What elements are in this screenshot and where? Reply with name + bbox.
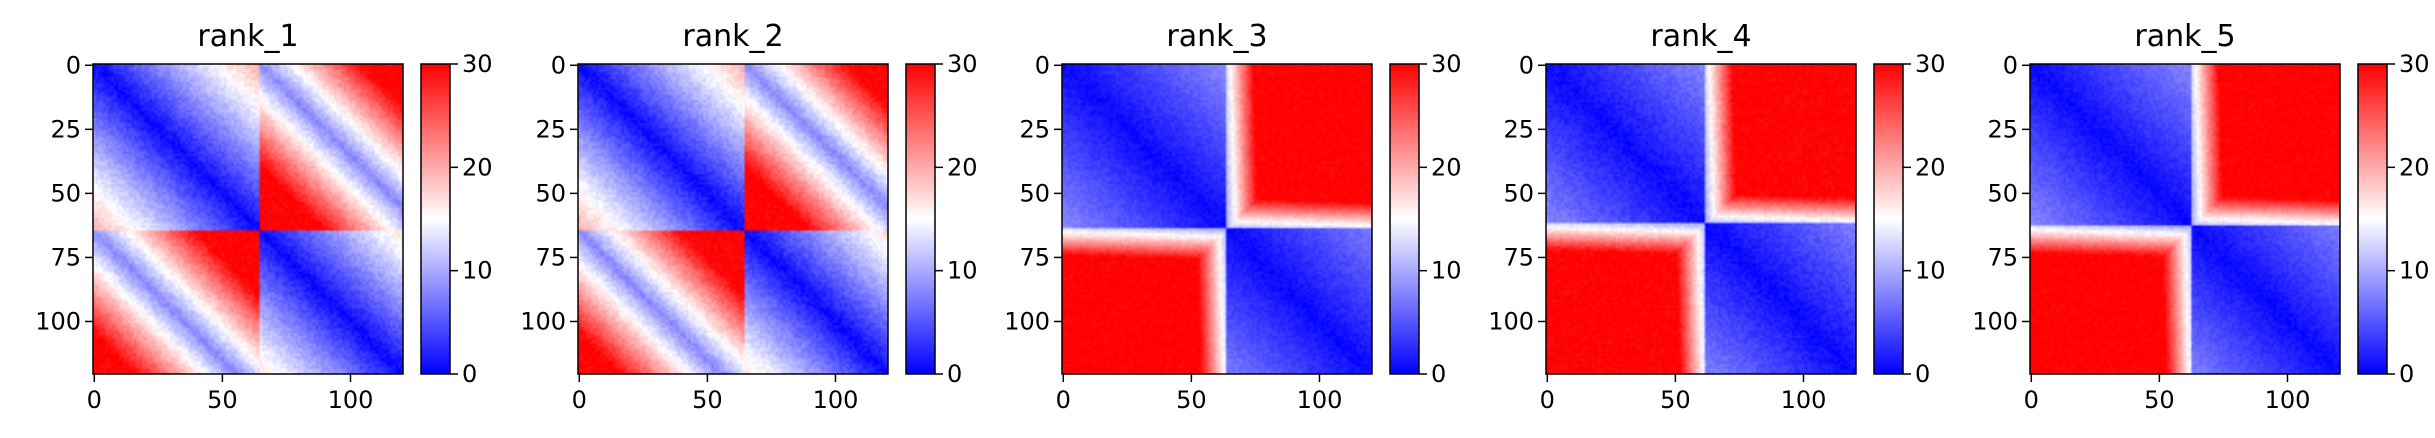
colorbar-tick-label: 10	[1915, 257, 1946, 285]
y-tick-label: 75	[1987, 243, 2018, 271]
y-tick-label: 75	[50, 243, 81, 271]
y-tick-label: 0	[551, 51, 566, 79]
y-tick-label: 75	[535, 243, 566, 271]
y-tick-label: 50	[1987, 179, 2018, 207]
colorbar-tick-label: 20	[2399, 153, 2430, 181]
panel-title: rank_2	[682, 19, 783, 54]
y-tick-label: 100	[520, 307, 566, 335]
y-tick-label: 100	[35, 307, 81, 335]
y-tick-label: 25	[1503, 115, 1534, 143]
heatmap-frame	[1061, 63, 1373, 375]
x-tick-label: 50	[1660, 386, 1691, 414]
panel-title: rank_4	[1650, 19, 1751, 54]
colorbar	[905, 63, 936, 375]
y-tick-label: 25	[1987, 115, 2018, 143]
heatmap-image	[2030, 64, 2340, 374]
heatmap-panel-4: rank_4 0 25 50 75 100 0 50 100 0 10 20 30	[1488, 19, 1945, 414]
y-tick-label: 50	[1503, 179, 1534, 207]
colorbar-tick-label: 20	[1915, 153, 1946, 181]
y-tick-label: 0	[1519, 51, 1534, 79]
heatmap-image	[1062, 64, 1372, 374]
heatmap-frame	[92, 63, 404, 375]
heatmap-image	[1546, 64, 1856, 374]
heatmap-frame	[577, 63, 889, 375]
x-tick-label: 100	[1781, 386, 1827, 414]
y-tick-label: 0	[1035, 51, 1050, 79]
x-tick-label: 0	[1056, 386, 1071, 414]
colorbar-tick-label: 0	[2399, 360, 2414, 388]
colorbar	[1389, 63, 1420, 375]
y-tick-label: 50	[535, 179, 566, 207]
x-tick-label: 0	[1540, 386, 1555, 414]
colorbar-tick-label: 30	[462, 50, 493, 78]
y-tick-label: 25	[1019, 115, 1050, 143]
heatmap-frame	[2029, 63, 2341, 375]
colorbar-tick-label: 10	[462, 257, 493, 285]
colorbar-tick-label: 0	[1431, 360, 1446, 388]
colorbar-tick-label: 0	[947, 360, 962, 388]
x-tick-label: 100	[1297, 386, 1343, 414]
colorbar-tick-label: 20	[462, 153, 493, 181]
colorbar-tick-label: 30	[1431, 50, 1462, 78]
colorbar-tick-label: 0	[462, 360, 477, 388]
y-tick-label: 100	[1488, 307, 1534, 335]
y-tick-label: 75	[1019, 243, 1050, 271]
x-tick-label: 50	[692, 386, 723, 414]
x-tick-label: 100	[328, 386, 374, 414]
panel-title: rank_5	[2134, 19, 2235, 54]
colorbar	[1873, 63, 1904, 375]
panel-title: rank_1	[197, 19, 298, 54]
colorbar-tick-label: 20	[947, 153, 978, 181]
y-tick-label: 25	[535, 115, 566, 143]
heatmap-panel-5: rank_5 0 25 50 75 100 0 50 100 0 10 20 30	[1972, 19, 2429, 414]
colorbar-tick-label: 10	[947, 257, 978, 285]
x-tick-label: 100	[2265, 386, 2311, 414]
colorbar-tick-label: 20	[1431, 153, 1462, 181]
colorbar-tick-label: 10	[1431, 257, 1462, 285]
y-tick-label: 25	[50, 115, 81, 143]
y-tick-label: 75	[1503, 243, 1534, 271]
x-tick-label: 50	[207, 386, 238, 414]
colorbar-tick-label: 30	[947, 50, 978, 78]
heatmap-panel-3: rank_3 0 25 50 75 100 0 50 100 0 10 20 30	[1004, 19, 1461, 414]
heatmap-panel-2: rank_2 0 25 50 75 100 0 50 100 0 10 20 30	[520, 19, 977, 414]
x-tick-label: 50	[1176, 386, 1207, 414]
colorbar	[2357, 63, 2388, 375]
colorbar	[420, 63, 451, 375]
heatmap-image	[578, 64, 888, 374]
heatmap-panel-1: rank_1 0 25 50 75 100 0 50 100 0 10 20 30	[35, 19, 492, 414]
x-tick-label: 0	[87, 386, 102, 414]
colorbar-tick-label: 30	[2399, 50, 2430, 78]
heatmap-image	[93, 64, 403, 374]
colorbar-tick-label: 30	[1915, 50, 1946, 78]
y-tick-label: 50	[1019, 179, 1050, 207]
y-tick-label: 50	[50, 179, 81, 207]
colorbar-tick-label: 10	[2399, 257, 2430, 285]
colorbar-tick-label: 0	[1915, 360, 1930, 388]
y-tick-label: 100	[1972, 307, 2018, 335]
panel-title: rank_3	[1166, 19, 1267, 54]
x-tick-label: 100	[813, 386, 859, 414]
x-tick-label: 0	[572, 386, 587, 414]
heatmap-frame	[1545, 63, 1857, 375]
y-tick-label: 0	[66, 51, 81, 79]
y-tick-label: 0	[2003, 51, 2018, 79]
x-tick-label: 50	[2144, 386, 2175, 414]
x-tick-label: 0	[2024, 386, 2039, 414]
y-tick-label: 100	[1004, 307, 1050, 335]
